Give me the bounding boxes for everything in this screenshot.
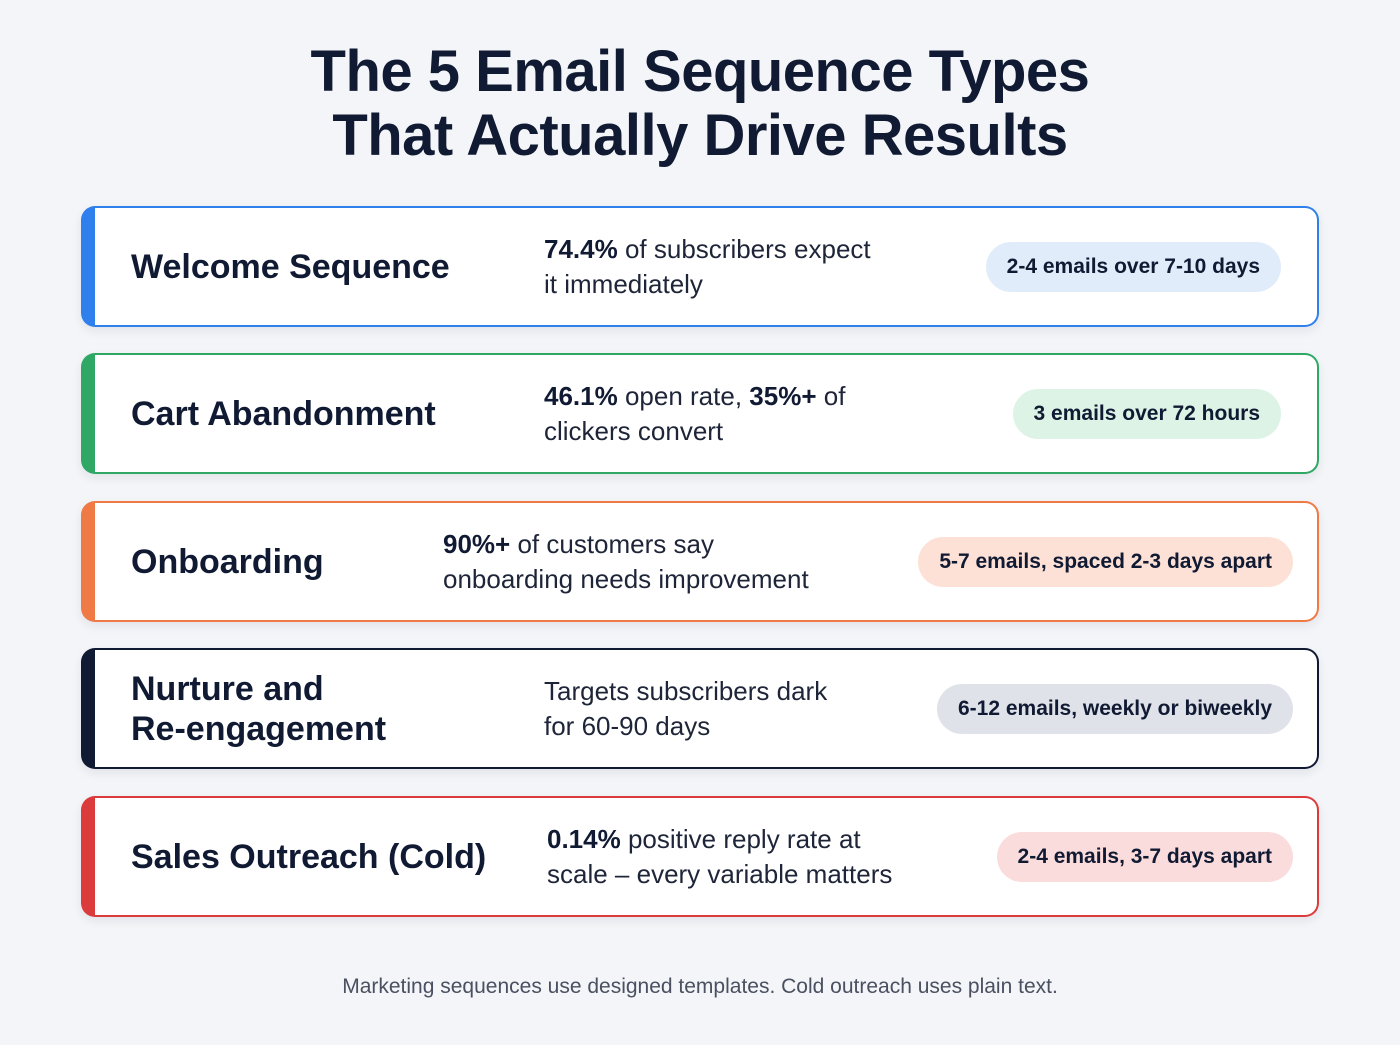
- stat-text-2: of: [816, 380, 846, 411]
- card-stat: 46.1% open rate, 35%+ of clickers conver…: [544, 379, 845, 449]
- stat-text: Targets subscribers dark: [544, 675, 828, 706]
- stat-text: open rate,: [617, 380, 750, 411]
- card-sales-outreach: Sales Outreach (Cold) 0.14% positive rep…: [81, 796, 1319, 917]
- stat-highlight: 74.4%: [544, 233, 618, 264]
- card-title: Cart Abandonment: [131, 394, 436, 433]
- stat-highlight: 0.14%: [547, 823, 621, 854]
- stat-highlight-2: 35%+: [749, 380, 817, 411]
- title-line-1: The 5 Email Sequence Types: [310, 39, 1090, 104]
- stat-text-line2: for 60-90 days: [544, 710, 711, 741]
- card-nurture-reengagement: Nurture and Re-engagement Targets subscr…: [81, 648, 1319, 769]
- card-title: Onboarding: [131, 542, 324, 581]
- card-stat: Targets subscribers dark for 60-90 days: [544, 674, 827, 744]
- footnote: Marketing sequences use designed templat…: [342, 975, 1058, 998]
- page-title: The 5 Email Sequence Types That Actually…: [0, 40, 1400, 168]
- card-stat: 90%+ of customers say onboarding needs i…: [443, 527, 809, 597]
- cadence-badge: 3 emails over 72 hours: [1012, 388, 1281, 439]
- card-onboarding: Onboarding 90%+ of customers say onboard…: [81, 501, 1319, 622]
- stat-text-line2: clickers convert: [544, 415, 724, 446]
- card-title: Welcome Sequence: [131, 247, 450, 286]
- cadence-badge: 2-4 emails over 7-10 days: [985, 241, 1281, 292]
- stat-text-line2: scale – every variable matters: [547, 858, 893, 889]
- stat-highlight: 46.1%: [544, 380, 618, 411]
- card-stat: 74.4% of subscribers expect it immediate…: [544, 232, 871, 302]
- stat-highlight: 90%+: [443, 528, 511, 559]
- title-line-2: That Actually Drive Results: [332, 103, 1068, 168]
- stat-text: positive reply rate at: [620, 823, 861, 854]
- cadence-badge: 6-12 emails, weekly or biweekly: [936, 683, 1293, 734]
- card-welcome-sequence: Welcome Sequence 74.4% of subscribers ex…: [81, 206, 1319, 327]
- cadence-badge: 2-4 emails, 3-7 days apart: [996, 831, 1293, 882]
- card-title: Nurture and Re-engagement: [131, 669, 387, 748]
- card-cart-abandonment: Cart Abandonment 46.1% open rate, 35%+ o…: [81, 353, 1319, 474]
- card-stat: 0.14% positive reply rate at scale – eve…: [547, 822, 892, 892]
- stat-text: of subscribers expect: [617, 233, 871, 264]
- stat-text-line2: it immediately: [544, 268, 703, 299]
- stat-text-line2: onboarding needs improvement: [443, 563, 809, 594]
- stat-text: of customers say: [510, 528, 714, 559]
- card-title: Sales Outreach (Cold): [131, 837, 487, 876]
- cadence-badge: 5-7 emails, spaced 2-3 days apart: [918, 536, 1293, 587]
